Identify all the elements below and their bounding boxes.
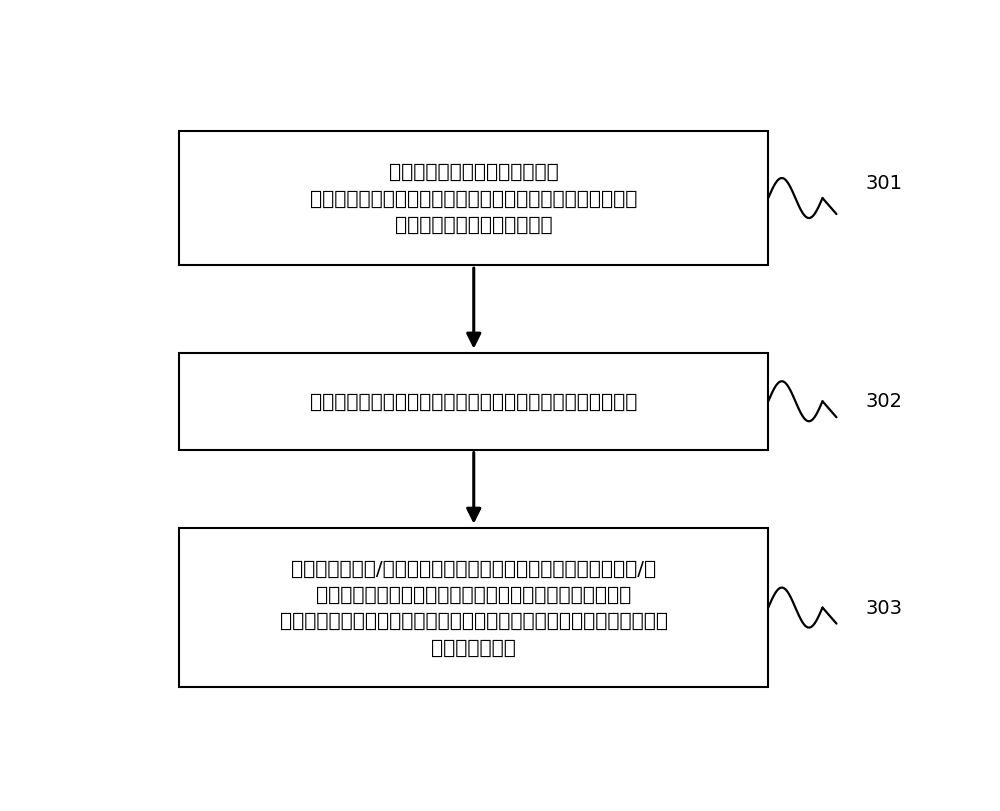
Bar: [179, 528, 768, 688]
Text: 303: 303: [865, 598, 902, 617]
Text: 第二调节器分别根据第一控制指令调节相应反射镜的位置，: 第二调节器分别根据第一控制指令调节相应反射镜的位置，: [316, 586, 631, 604]
Text: 计算所述激发光光斑的质心位置和所述探测光光斑的质心位置: 计算所述激发光光斑的质心位置和所述探测光光斑的质心位置: [310, 393, 637, 411]
Text: 向第一调节器和/或第二调节器发送第一控制指令，第一调节器和/或: 向第一调节器和/或第二调节器发送第一控制指令，第一调节器和/或: [291, 559, 656, 578]
Text: 获取激发光光束在所述成像模块: 获取激发光光束在所述成像模块: [389, 163, 559, 182]
Text: 302: 302: [865, 392, 902, 411]
Text: 的探测面上形成的探测光光斑: 的探测面上形成的探测光光斑: [395, 216, 553, 234]
Text: 的探测面上形成的激发光光斑以及探测光光束在所述成像模块: 的探测面上形成的激发光光斑以及探测光光束在所述成像模块: [310, 189, 637, 208]
Bar: [179, 131, 768, 266]
Text: 301: 301: [865, 174, 902, 193]
Bar: [179, 354, 768, 450]
Text: 使得激发光光斑的质心位置和所述探测光光斑的质心位置之间的距离小于: 使得激发光光斑的质心位置和所述探测光光斑的质心位置之间的距离小于: [280, 611, 668, 630]
Text: 或等于预设阈值: 或等于预设阈值: [431, 637, 516, 657]
